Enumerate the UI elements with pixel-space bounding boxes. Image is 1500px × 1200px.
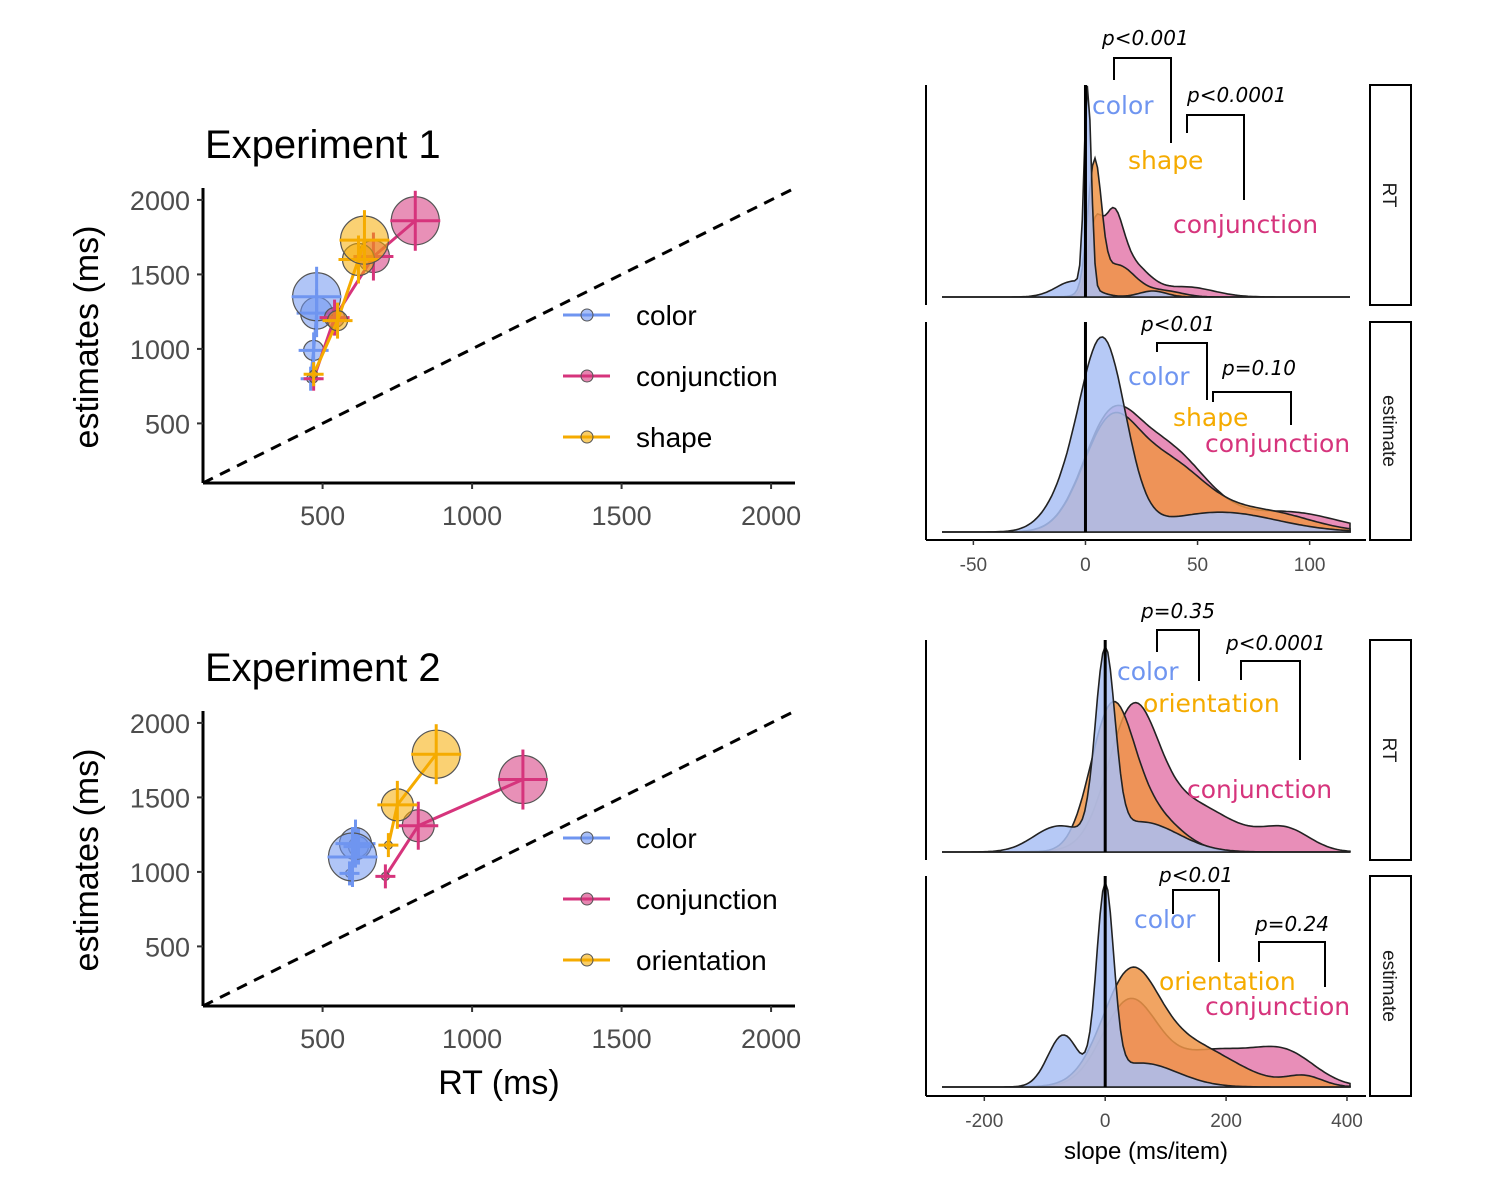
shape-condition-label: shape bbox=[1128, 146, 1203, 175]
y-tick-label: 1000 bbox=[130, 858, 190, 888]
significance-bracket bbox=[1212, 391, 1292, 425]
density-x-tick-label: 400 bbox=[1331, 1111, 1363, 1132]
significance-bracket bbox=[1156, 342, 1208, 400]
density-panel-1: RT bbox=[925, 84, 1412, 306]
color-condition-label: color bbox=[1092, 91, 1154, 120]
legend-color-label: color bbox=[636, 300, 697, 331]
color-density-area bbox=[942, 879, 1350, 1088]
orientation-condition-label: orientation bbox=[1143, 689, 1280, 718]
significance-bracket bbox=[1258, 941, 1326, 987]
x-tick-label: 1000 bbox=[442, 1024, 502, 1054]
legend-conjunction-label: conjunction bbox=[636, 884, 778, 915]
x-tick-label: 1500 bbox=[592, 1024, 652, 1054]
facet-strip bbox=[1369, 875, 1412, 1097]
facet-strip bbox=[1369, 84, 1412, 306]
conjunction-condition-label: conjunction bbox=[1205, 992, 1350, 1021]
density-x-tick-label: -50 bbox=[960, 555, 987, 576]
significance-bracket bbox=[1186, 114, 1245, 200]
p-value-label: p=0.35 bbox=[1140, 599, 1215, 623]
experiment-2-x-axis-title: RT (ms) bbox=[438, 1064, 560, 1102]
density-x-tick-label: 200 bbox=[1210, 1111, 1242, 1132]
significance-bracket bbox=[1172, 889, 1220, 962]
legend-orientation-marker bbox=[580, 953, 594, 967]
annotation-group-4: p=0.35 p<0.0001 color orientation conjunctio… bbox=[1117, 599, 1332, 804]
y-tick-label: 1500 bbox=[130, 783, 190, 813]
conjunction-condition-label: conjunction bbox=[1173, 210, 1318, 239]
density-x-tick-label: 100 bbox=[1294, 555, 1326, 576]
legend-orientation-label: orientation bbox=[636, 945, 767, 976]
p-value-label: p<0.0001 bbox=[1186, 83, 1286, 107]
x-tick-label: 500 bbox=[300, 1024, 345, 1054]
facet-strip bbox=[1369, 639, 1412, 861]
orientation-condition-label: orientation bbox=[1159, 967, 1296, 996]
slope-axis-title: slope (ms/item) bbox=[1064, 1138, 1228, 1165]
conjunction-condition-label: conjunction bbox=[1205, 429, 1350, 458]
shape-condition-label: shape bbox=[1173, 403, 1248, 432]
experiment-2-title: Experiment 2 bbox=[205, 646, 441, 690]
legend-shape-marker bbox=[580, 430, 594, 444]
experiment-1-identity-line bbox=[202, 186, 796, 485]
density-panel-3: RT bbox=[925, 639, 1412, 861]
y-tick-label: 2000 bbox=[130, 186, 190, 216]
y-tick-label: 2000 bbox=[130, 709, 190, 739]
y-tick-label: 1000 bbox=[130, 335, 190, 365]
color-condition-label: color bbox=[1134, 905, 1196, 934]
experiment-1-panel: Experiment 1 estimates (ms) 500 1000 1500 2… bbox=[68, 123, 801, 531]
density-x-tick-label: -200 bbox=[965, 1111, 1003, 1132]
x-tick-label: 1000 bbox=[442, 501, 502, 531]
legend-conjunction-label: conjunction bbox=[636, 361, 778, 392]
experiment-2-panel: Experiment 2 estimates (ms) RT (ms) 500 1… bbox=[68, 646, 801, 1102]
y-tick-label: 500 bbox=[145, 932, 190, 962]
facet-strip-label: RT bbox=[1378, 183, 1399, 208]
p-value-label: p=0.10 bbox=[1221, 356, 1296, 380]
experiment-1-y-axis-title: estimates (ms) bbox=[68, 226, 106, 449]
p-value-label: p<0.001 bbox=[1101, 26, 1189, 50]
color-density-area bbox=[942, 336, 1351, 533]
experiment-1-title: Experiment 1 bbox=[205, 123, 441, 167]
experiment-2-identity-line bbox=[202, 709, 796, 1008]
legend-shape-label: shape bbox=[636, 422, 712, 453]
significance-bracket bbox=[1240, 660, 1301, 760]
legend-color-marker bbox=[580, 831, 594, 845]
facet-strip-label: estimate bbox=[1378, 950, 1399, 1022]
facet-strip-label: estimate bbox=[1378, 395, 1399, 467]
annotation-group-2: p<0.001 p<0.0001 color shape conjunction bbox=[1092, 26, 1318, 239]
density-x-tick-label: 0 bbox=[1080, 555, 1091, 576]
y-tick-label: 1500 bbox=[130, 260, 190, 290]
significance-bracket bbox=[1113, 57, 1172, 143]
experiment-2-legend: color conjunction orientation bbox=[563, 823, 778, 976]
legend-color-label: color bbox=[636, 823, 697, 854]
density-x-tick-label: 50 bbox=[1187, 555, 1208, 576]
legend-conjunction-marker bbox=[580, 369, 594, 383]
x-tick-label: 2000 bbox=[741, 501, 801, 531]
experiment-2-y-axis-title: estimates (ms) bbox=[68, 749, 106, 972]
y-tick-label: 500 bbox=[145, 409, 190, 439]
x-tick-label: 500 bbox=[300, 501, 345, 531]
color-condition-label: color bbox=[1128, 362, 1190, 391]
legend-color-marker bbox=[580, 308, 594, 322]
facet-strip bbox=[1369, 321, 1412, 541]
p-value-label: p<0.01 bbox=[1140, 312, 1215, 336]
color-condition-label: color bbox=[1117, 657, 1179, 686]
p-value-label: p=0.24 bbox=[1254, 912, 1329, 936]
experiment-1-legend: color conjunction shape bbox=[563, 300, 778, 453]
density-x-tick-label: 0 bbox=[1100, 1111, 1111, 1132]
color-density-area bbox=[942, 85, 1350, 298]
x-tick-label: 2000 bbox=[741, 1024, 801, 1054]
p-value-label: p<0.01 bbox=[1158, 863, 1233, 887]
facet-strip-label: RT bbox=[1378, 738, 1399, 763]
conjunction-condition-label: conjunction bbox=[1187, 775, 1332, 804]
x-tick-label: 1500 bbox=[592, 501, 652, 531]
significance-bracket bbox=[1156, 629, 1200, 681]
density-panel-4: estimate -200 0 200 400 bbox=[925, 875, 1412, 1132]
density-panel-2: estimate -50 0 50 100 bbox=[925, 321, 1412, 576]
color-density-area bbox=[942, 644, 1350, 853]
p-value-label: p<0.0001 bbox=[1225, 631, 1325, 655]
legend-conjunction-marker bbox=[580, 892, 594, 906]
